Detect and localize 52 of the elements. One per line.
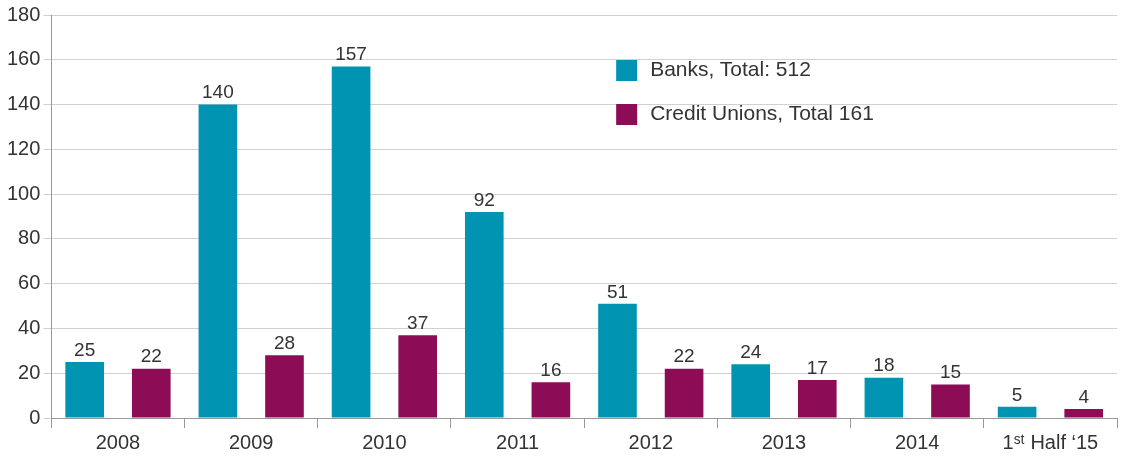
data-label: 15 xyxy=(939,361,962,383)
y-tick-label: 20 xyxy=(18,360,41,383)
data-label: 28 xyxy=(273,332,296,354)
x-tick-label: 2013 xyxy=(761,430,807,453)
data-label: 37 xyxy=(407,311,429,333)
x-tick-label: 2010 xyxy=(362,430,407,453)
y-tick-label: 80 xyxy=(18,226,41,249)
bar xyxy=(464,212,504,418)
data-label: 18 xyxy=(873,354,895,376)
data-label: 4 xyxy=(1078,385,1090,407)
data-label: 17 xyxy=(806,356,828,378)
bar xyxy=(265,355,304,418)
bar xyxy=(664,368,704,418)
bar xyxy=(1064,409,1104,418)
data-label: 16 xyxy=(540,358,562,380)
y-tick-label: 120 xyxy=(6,136,41,159)
data-label: 140 xyxy=(202,81,234,103)
x-tick-label: 2008 xyxy=(95,430,141,453)
bar xyxy=(398,335,437,418)
bar xyxy=(731,364,770,418)
data-label: 25 xyxy=(74,338,96,360)
bar xyxy=(864,377,904,418)
y-tick-label: 40 xyxy=(18,315,41,338)
bar xyxy=(997,406,1037,418)
data-label: 92 xyxy=(473,188,495,210)
y-tick-label: 160 xyxy=(6,47,41,70)
y-tick-label: 60 xyxy=(18,271,41,294)
y-tick-label: 180 xyxy=(6,2,41,25)
data-label: 5 xyxy=(1011,383,1023,405)
data-label: 22 xyxy=(673,345,695,367)
legend-label: Banks, Total: 512 xyxy=(650,56,811,80)
x-tick-label: 2009 xyxy=(228,430,274,453)
data-label: 24 xyxy=(740,341,762,362)
bar xyxy=(198,104,238,418)
data-label: 22 xyxy=(140,345,162,367)
x-tick-label: 1ˢᵗ Half ‘15 xyxy=(1002,430,1099,453)
bar xyxy=(931,384,970,418)
x-tick-label: 2014 xyxy=(894,430,940,453)
bar xyxy=(331,66,371,418)
bar xyxy=(65,362,104,418)
y-tick-label: 0 xyxy=(29,405,41,428)
legend-label: Credit Unions, Total 161 xyxy=(650,100,874,124)
x-tick-label: 2011 xyxy=(496,430,540,453)
x-tick-label: 2012 xyxy=(628,430,674,453)
bar xyxy=(598,303,637,418)
y-tick-label: 100 xyxy=(6,181,41,204)
y-tick-label: 140 xyxy=(6,92,41,115)
bar xyxy=(531,382,571,418)
data-label: 51 xyxy=(606,280,629,302)
bar xyxy=(797,379,837,418)
data-label: 157 xyxy=(335,43,367,65)
bar xyxy=(131,368,171,418)
